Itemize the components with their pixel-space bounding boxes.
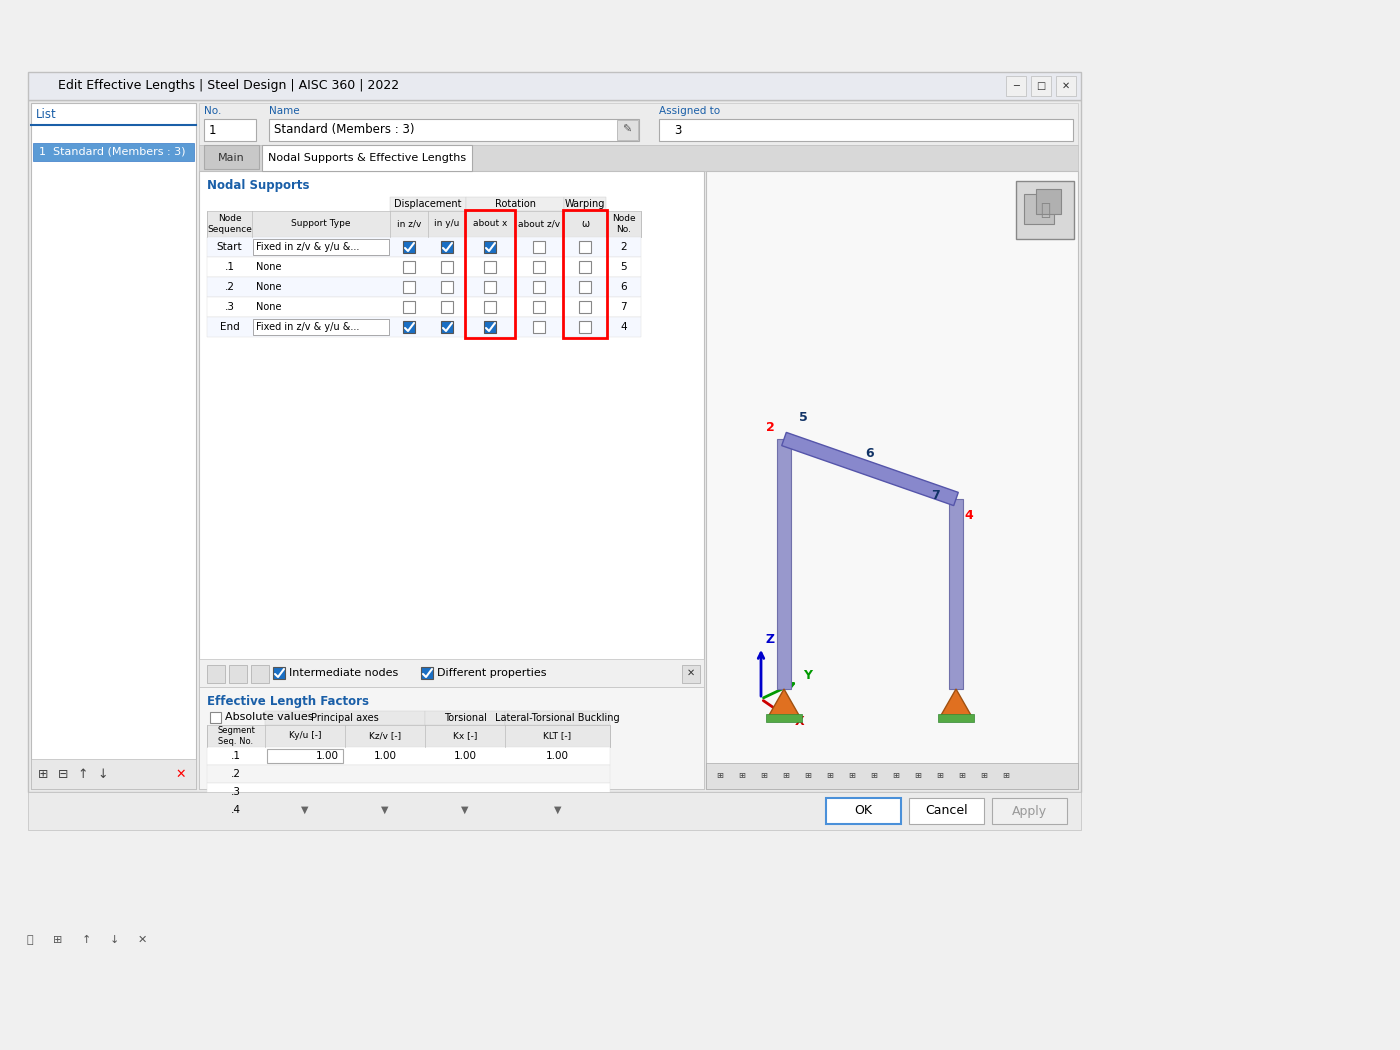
Text: ⊞: ⊞ — [805, 772, 812, 780]
Text: Edit Effective Lengths | Steel Design | AISC 360 | 2022: Edit Effective Lengths | Steel Design | … — [57, 80, 399, 92]
Text: ▼: ▼ — [554, 805, 561, 815]
FancyBboxPatch shape — [403, 281, 414, 293]
FancyBboxPatch shape — [204, 119, 256, 141]
Text: Kx [-]: Kx [-] — [452, 732, 477, 740]
FancyBboxPatch shape — [1056, 76, 1077, 96]
FancyBboxPatch shape — [826, 798, 902, 824]
FancyBboxPatch shape — [253, 319, 389, 335]
FancyBboxPatch shape — [441, 281, 454, 293]
FancyBboxPatch shape — [31, 759, 196, 789]
Text: .3: .3 — [231, 788, 241, 797]
FancyBboxPatch shape — [207, 317, 641, 337]
FancyBboxPatch shape — [207, 801, 610, 819]
Text: ↓: ↓ — [98, 768, 108, 780]
FancyBboxPatch shape — [199, 659, 704, 687]
Text: ⊞: ⊞ — [871, 772, 878, 780]
Text: X: X — [795, 715, 805, 728]
FancyBboxPatch shape — [28, 72, 1081, 100]
FancyBboxPatch shape — [580, 281, 591, 293]
Polygon shape — [939, 689, 972, 717]
Text: 1.00: 1.00 — [316, 751, 339, 761]
FancyBboxPatch shape — [766, 714, 802, 722]
Text: ⊞: ⊞ — [760, 772, 767, 780]
Text: 4: 4 — [620, 322, 627, 332]
Text: Y: Y — [804, 669, 812, 682]
Text: ⊞: ⊞ — [914, 772, 921, 780]
FancyBboxPatch shape — [207, 783, 610, 801]
Text: ✕: ✕ — [687, 668, 694, 678]
Text: 1  Standard (Members : 3): 1 Standard (Members : 3) — [39, 147, 185, 157]
FancyBboxPatch shape — [564, 197, 606, 211]
Text: Warping: Warping — [564, 200, 605, 209]
FancyBboxPatch shape — [28, 100, 1081, 792]
FancyBboxPatch shape — [199, 145, 1078, 171]
Text: Lateral-Torsional Buckling: Lateral-Torsional Buckling — [496, 713, 620, 723]
FancyBboxPatch shape — [0, 825, 1400, 1050]
FancyBboxPatch shape — [441, 261, 454, 273]
FancyBboxPatch shape — [403, 301, 414, 313]
FancyBboxPatch shape — [207, 747, 610, 765]
Text: Fixed in z/v & y/u &...: Fixed in z/v & y/u &... — [256, 242, 360, 252]
FancyBboxPatch shape — [262, 145, 472, 171]
Text: End: End — [220, 322, 239, 332]
FancyBboxPatch shape — [210, 712, 221, 722]
Text: Apply: Apply — [1012, 804, 1047, 818]
FancyBboxPatch shape — [682, 665, 700, 682]
Text: about x: about x — [473, 219, 507, 229]
Polygon shape — [949, 499, 963, 689]
FancyBboxPatch shape — [403, 242, 414, 253]
Text: ⊞: ⊞ — [893, 772, 899, 780]
Text: Z: Z — [764, 633, 774, 646]
FancyBboxPatch shape — [207, 765, 610, 783]
Text: Cancel: Cancel — [925, 804, 967, 818]
FancyBboxPatch shape — [207, 211, 641, 237]
Text: 2: 2 — [766, 421, 774, 434]
Text: 5: 5 — [799, 411, 808, 424]
FancyBboxPatch shape — [207, 665, 225, 682]
Text: ⊞: ⊞ — [848, 772, 855, 780]
Text: Fixed in z/v & y/u &...: Fixed in z/v & y/u &... — [256, 322, 360, 332]
Text: Torsional: Torsional — [444, 713, 486, 723]
Text: .4: .4 — [231, 805, 241, 815]
FancyBboxPatch shape — [580, 321, 591, 333]
Text: ⊞: ⊞ — [53, 934, 63, 945]
FancyBboxPatch shape — [204, 145, 259, 169]
Text: 3: 3 — [673, 124, 682, 136]
FancyBboxPatch shape — [273, 667, 286, 679]
FancyBboxPatch shape — [617, 120, 638, 140]
Text: ⊞: ⊞ — [826, 772, 833, 780]
FancyBboxPatch shape — [533, 261, 545, 273]
Text: 2: 2 — [620, 242, 627, 252]
FancyBboxPatch shape — [484, 321, 496, 333]
FancyBboxPatch shape — [533, 301, 545, 313]
FancyBboxPatch shape — [28, 792, 1081, 830]
FancyBboxPatch shape — [533, 242, 545, 253]
Text: .3: .3 — [224, 302, 235, 312]
Text: 4: 4 — [965, 509, 973, 522]
FancyBboxPatch shape — [207, 724, 610, 747]
Text: ⊞: ⊞ — [980, 772, 987, 780]
FancyBboxPatch shape — [441, 301, 454, 313]
FancyBboxPatch shape — [251, 665, 269, 682]
FancyBboxPatch shape — [484, 261, 496, 273]
Text: Assigned to: Assigned to — [659, 106, 720, 116]
FancyBboxPatch shape — [34, 143, 195, 161]
Text: ⊞: ⊞ — [38, 768, 48, 780]
Text: ↑: ↑ — [78, 768, 88, 780]
FancyBboxPatch shape — [31, 103, 196, 789]
Text: ↑: ↑ — [81, 934, 91, 945]
FancyBboxPatch shape — [1030, 76, 1051, 96]
FancyBboxPatch shape — [706, 763, 1078, 789]
FancyBboxPatch shape — [403, 321, 414, 333]
Text: 1.00: 1.00 — [374, 751, 396, 761]
FancyBboxPatch shape — [993, 798, 1067, 824]
Text: ✕: ✕ — [176, 768, 186, 780]
Text: ω: ω — [581, 219, 589, 229]
FancyBboxPatch shape — [484, 242, 496, 253]
FancyBboxPatch shape — [505, 711, 610, 724]
Text: Intermediate nodes: Intermediate nodes — [288, 668, 398, 678]
Text: 🔍: 🔍 — [27, 934, 34, 945]
Text: in y/u: in y/u — [434, 219, 459, 229]
Text: Main: Main — [218, 153, 245, 163]
